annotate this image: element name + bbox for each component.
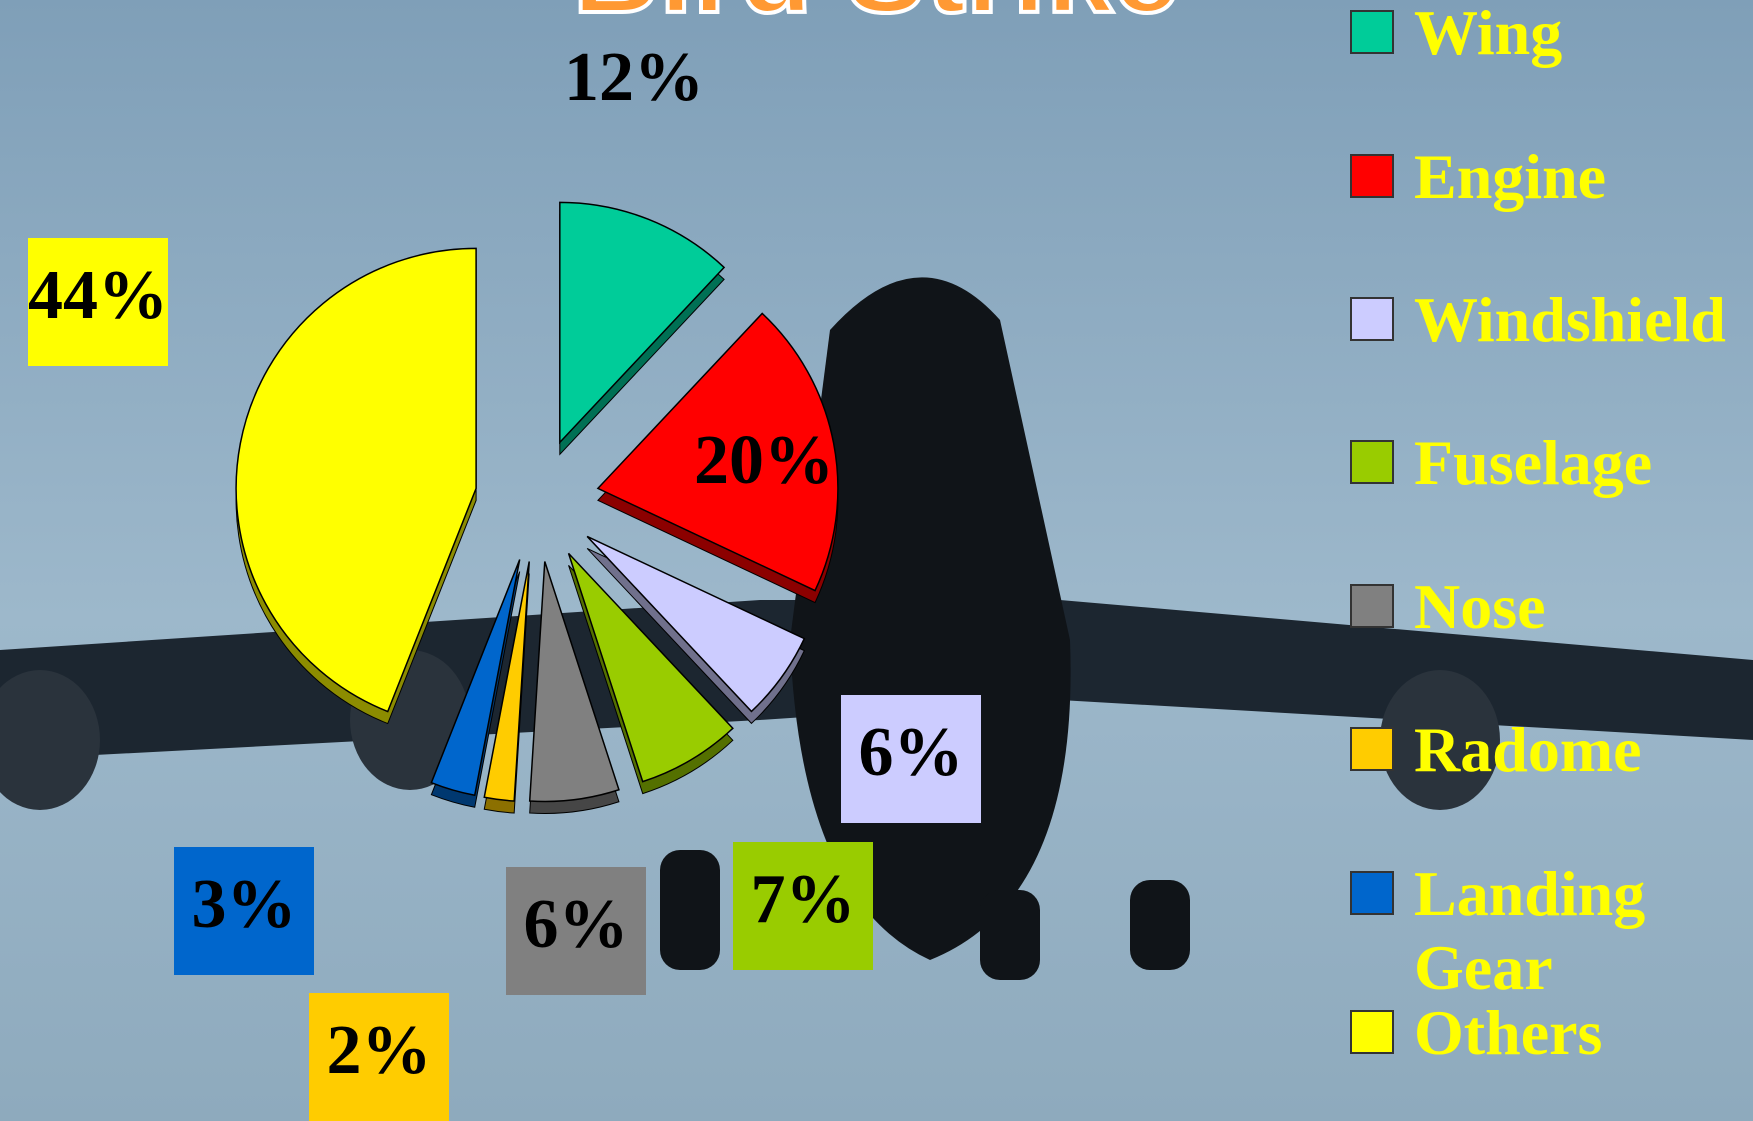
data-label: 2% — [327, 1012, 432, 1089]
legend-item: Fuselage — [1350, 426, 1750, 500]
data-label: 7% — [751, 861, 856, 938]
legend-swatch — [1350, 297, 1394, 341]
legend-swatch — [1350, 1010, 1394, 1054]
legend-label: Others — [1414, 996, 1750, 1070]
legend-label: Fuselage — [1414, 426, 1750, 500]
data-label: 44% — [28, 257, 168, 334]
legend-item: Wing — [1350, 0, 1750, 70]
data-label: 3% — [192, 866, 297, 943]
legend-label: Radome — [1414, 713, 1750, 787]
legend-swatch — [1350, 727, 1394, 771]
legend-label: Nose — [1414, 570, 1750, 644]
data-label: 6% — [524, 886, 629, 963]
legend-swatch — [1350, 154, 1394, 198]
legend-item: Nose — [1350, 570, 1750, 644]
legend-label: Landing Gear — [1414, 857, 1750, 1005]
legend-swatch — [1350, 584, 1394, 628]
legend-swatch — [1350, 10, 1394, 54]
page: {"chart_data": {"type": "pie", "title": … — [0, 0, 1753, 1121]
data-label: 20% — [694, 422, 834, 499]
legend-item: Radome — [1350, 713, 1750, 787]
legend-swatch — [1350, 440, 1394, 484]
legend-item: Windshield — [1350, 283, 1750, 357]
legend-item: Engine — [1350, 140, 1750, 214]
legend-label: Windshield — [1414, 283, 1750, 357]
legend-label: Engine — [1414, 140, 1750, 214]
legend-item: Others — [1350, 996, 1750, 1070]
legend-swatch — [1350, 871, 1394, 915]
data-label: 12% — [564, 39, 704, 116]
legend-label: Wing — [1414, 0, 1750, 70]
data-label: 6% — [859, 714, 964, 791]
legend-item: Landing Gear — [1350, 857, 1750, 1005]
chart-title: Bird Strike — [573, 0, 1180, 38]
